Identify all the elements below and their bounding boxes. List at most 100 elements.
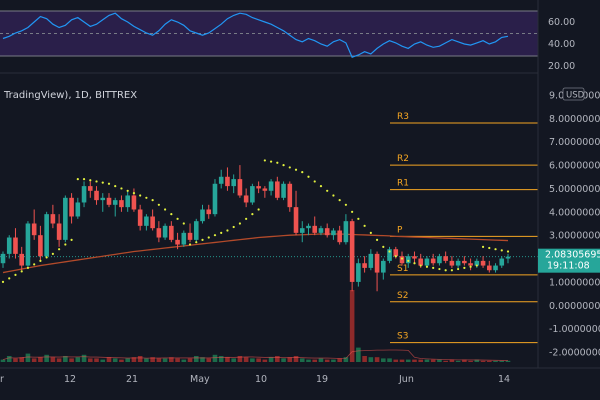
psar-dot xyxy=(500,249,503,252)
candle-body xyxy=(112,200,118,205)
psar-dot xyxy=(432,266,435,269)
psar-dot xyxy=(39,259,42,262)
candle xyxy=(268,179,274,196)
candle xyxy=(480,256,486,268)
psar-dot xyxy=(413,262,416,265)
candle-body xyxy=(306,225,311,229)
candle xyxy=(131,188,137,212)
candle-body xyxy=(449,260,455,266)
candle-body xyxy=(119,200,124,208)
candle-body xyxy=(218,176,224,184)
candle-body xyxy=(125,195,130,208)
last-price-countdown: 19:11:08 xyxy=(547,261,590,272)
currency-badge[interactable]: USD xyxy=(562,87,585,101)
last-price-value: 2.08305695 xyxy=(545,250,600,261)
candle-body xyxy=(63,197,68,240)
candle-body xyxy=(206,209,212,215)
moving-average-line xyxy=(2,233,509,274)
candle xyxy=(349,218,355,292)
candle-body xyxy=(462,260,467,264)
candle-body xyxy=(362,263,367,268)
volume-bar xyxy=(150,357,155,362)
psar-dot xyxy=(101,181,104,184)
volume-bar xyxy=(237,356,243,362)
candle xyxy=(162,223,168,240)
rsi-axis-label: 20.00 xyxy=(548,61,575,72)
candle-body xyxy=(468,263,473,266)
candle xyxy=(206,204,212,219)
psar-dot xyxy=(170,213,173,216)
candle-body xyxy=(474,260,480,266)
candle xyxy=(137,204,143,231)
candle-body xyxy=(200,209,205,222)
candle xyxy=(262,186,268,198)
candle-body xyxy=(193,221,199,240)
volume-bar xyxy=(75,357,81,362)
volume-bar xyxy=(268,357,274,362)
psar-dot xyxy=(269,160,273,163)
candle xyxy=(231,174,236,194)
volume-bar xyxy=(443,360,448,362)
candle xyxy=(299,221,305,243)
psar-dot xyxy=(400,257,404,260)
psar-dot xyxy=(382,245,385,248)
volume-bar xyxy=(112,358,118,362)
psar-dot xyxy=(139,194,142,197)
candle xyxy=(324,223,330,238)
candle-body xyxy=(250,186,255,203)
candle xyxy=(318,225,324,236)
candle xyxy=(63,195,68,243)
volume-bar xyxy=(499,360,505,362)
volume-bar xyxy=(0,359,6,362)
time-axis-label: r xyxy=(0,374,4,385)
candle xyxy=(94,186,99,205)
volume-bar xyxy=(430,359,436,362)
candle-body xyxy=(131,195,137,210)
candle-body xyxy=(100,197,106,201)
candle xyxy=(455,258,461,268)
candle-body xyxy=(368,253,374,268)
candle xyxy=(25,221,31,268)
time-axis-label: 10 xyxy=(255,374,267,385)
psar-dot xyxy=(163,208,167,211)
volume-bar xyxy=(125,358,130,362)
psar-dot xyxy=(488,246,491,250)
candle-body xyxy=(225,176,230,187)
candle-body xyxy=(356,263,361,282)
candle-body xyxy=(87,186,93,191)
psar-dot xyxy=(76,178,79,181)
volume-bar xyxy=(81,354,87,362)
candle-body xyxy=(324,228,330,236)
candle xyxy=(100,193,106,212)
psar-dot xyxy=(407,259,410,262)
last-price-box xyxy=(538,248,600,273)
candle xyxy=(144,214,149,231)
candle xyxy=(306,223,311,236)
candle xyxy=(293,190,299,236)
volume-bar xyxy=(187,358,193,362)
volume-bar xyxy=(343,357,349,362)
psar-dot xyxy=(419,264,422,267)
psar-dot xyxy=(176,217,179,220)
volume-bar xyxy=(38,357,43,362)
candle xyxy=(156,221,162,243)
volume-bar xyxy=(193,356,199,362)
volume-bar xyxy=(493,360,498,362)
volume-bar xyxy=(381,358,386,362)
candle-body xyxy=(56,223,62,240)
psar-dot xyxy=(238,222,242,225)
volume-bar xyxy=(225,357,230,362)
candle-body xyxy=(374,253,380,273)
volume-bar xyxy=(293,356,299,362)
psar-dot xyxy=(344,203,348,206)
volume-bar xyxy=(474,359,480,362)
volume-bar xyxy=(25,353,31,362)
price-axis-labels[interactable]: 9.000000008.000000007.000000006.00000000… xyxy=(549,91,600,359)
candle xyxy=(337,225,342,245)
candle xyxy=(449,256,455,268)
volume-bar xyxy=(144,358,149,362)
time-axis-labels[interactable]: r 12 21 May 10 19 Jun 14 xyxy=(0,374,510,385)
